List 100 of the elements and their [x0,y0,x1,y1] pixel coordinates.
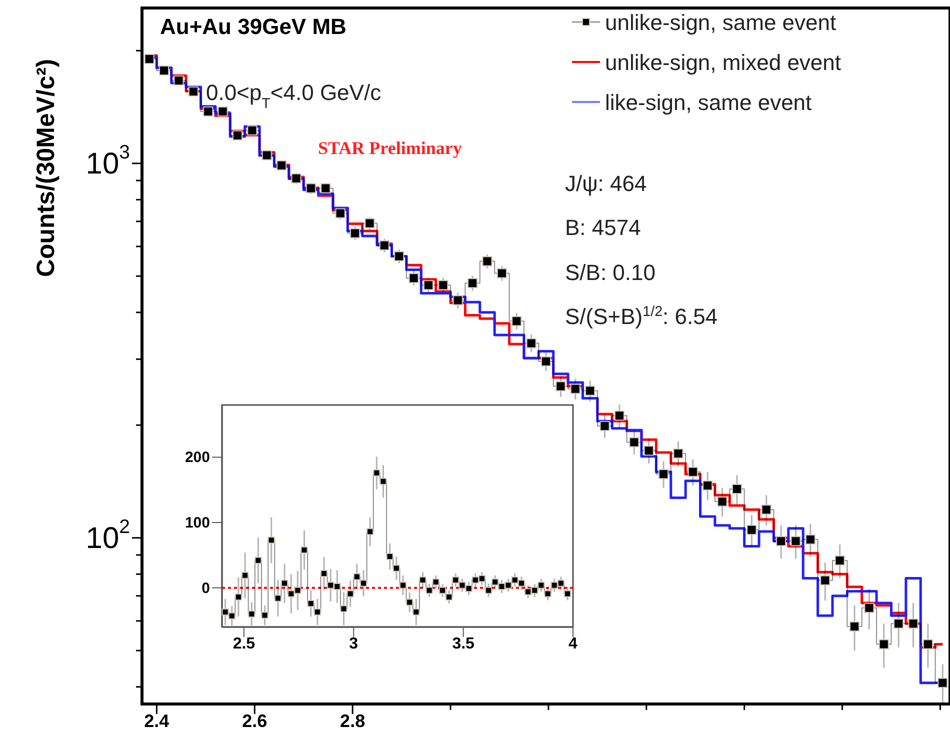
annotation: S/B: 0.10 [565,260,656,285]
annotation: Au+Au 39GeV MB [160,14,346,39]
point [518,580,525,587]
point [894,618,904,629]
point [392,564,400,572]
point [526,338,536,348]
point [761,504,772,515]
x-tick-label: 3.5 [452,635,475,652]
point [380,478,387,485]
point [203,106,214,116]
point [242,572,249,579]
annotation: J/ψ: 464 [565,171,647,196]
point [732,484,742,494]
point [423,280,434,290]
point [346,590,354,598]
point [218,106,228,116]
point [340,605,348,612]
annotation: S/(S+B)$^{1/2}$: 6.54 [565,304,718,329]
point [353,573,360,580]
point [556,381,566,392]
point [406,598,414,606]
point [531,586,538,594]
point [776,536,786,546]
legend-label: unlike-sign, mixed event [605,50,842,75]
point [702,480,713,490]
point [820,575,830,586]
point [524,588,532,596]
x-tick-label: 2.8 [340,710,366,731]
point [373,469,380,476]
point [144,54,154,64]
point [174,75,184,86]
point [379,240,390,250]
point [544,590,552,598]
point [512,316,522,326]
point [452,576,460,584]
legend-label: unlike-sign, same event [605,10,836,35]
point [570,384,580,394]
point [307,600,314,607]
point [320,570,328,577]
point [261,612,268,619]
point [538,582,545,589]
point [498,583,506,590]
point [850,621,860,632]
y-tick-label: 10$^{2}$ [86,516,130,554]
point [306,183,316,194]
point [254,556,262,564]
point [419,576,426,584]
point [746,524,757,535]
point [482,256,492,266]
point [504,582,512,589]
point [878,639,889,650]
point [288,590,295,598]
point [276,160,287,170]
x-tick-label: 2.6 [242,710,268,731]
point [468,278,478,288]
x-tick-label: 2.4 [144,710,170,731]
point [399,582,406,589]
point [350,228,360,238]
point [222,608,229,616]
point [438,586,446,594]
point [159,66,170,76]
point [232,130,242,140]
point [644,446,654,456]
point [438,280,448,290]
point [658,469,669,480]
point [300,546,308,554]
legend-label: like-sign, same event [605,90,812,115]
point [366,528,374,536]
y-tick-label: 0 [202,579,210,596]
point [360,580,367,587]
annotation: 0.0<p$_{T}$<4.0 GeV/c [206,80,382,112]
point [188,86,198,96]
point [335,208,346,218]
point [790,536,801,546]
point [922,639,933,650]
point [458,582,466,589]
point [600,420,610,431]
point [688,466,698,477]
point [834,556,845,566]
point [291,173,302,184]
point [908,618,918,629]
point [386,552,394,560]
point [805,534,816,544]
point [426,586,433,594]
point [234,593,242,600]
x-tick-label: 2.5 [232,635,256,652]
point [452,295,463,306]
point [446,593,453,600]
x-tick-label: 4 [568,635,578,652]
point [472,576,479,584]
point [364,218,375,228]
point [614,410,624,421]
point [334,583,341,590]
point [717,496,728,507]
point [485,586,492,594]
point [585,386,596,396]
point [864,602,874,613]
y-tick-label: 100 [184,514,210,532]
point [268,536,275,544]
point [248,610,256,618]
